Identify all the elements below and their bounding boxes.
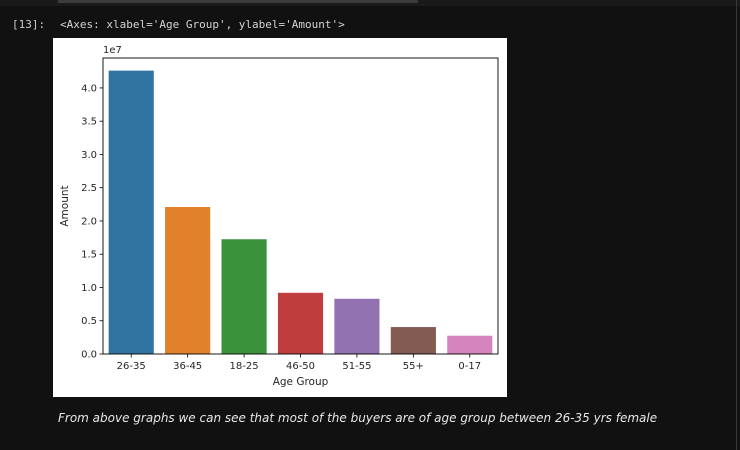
bar-chart-svg: 0.0 0.5 1.0 1.5 2.0 2.5 3.0 3.5 4.0 26-35 36-45 18… bbox=[59, 45, 499, 388]
bar-chart-figure: 0.0 0.5 1.0 1.5 2.0 2.5 3.0 3.5 4.0 26-35 36-45 18… bbox=[53, 38, 507, 397]
x-tick-label: 51-55 bbox=[342, 361, 371, 372]
y-axis-label: Amount bbox=[59, 185, 71, 226]
x-tick-label: 18-25 bbox=[230, 361, 259, 372]
axes-frame bbox=[102, 57, 499, 355]
y-tick-label: 3.0 bbox=[81, 150, 97, 161]
y-ticks-group: 0.0 0.5 1.0 1.5 2.0 2.5 3.0 3.5 4.0 bbox=[81, 83, 103, 361]
bar-0-17 bbox=[447, 335, 493, 354]
bar-51-55 bbox=[334, 298, 380, 354]
bar-26-35 bbox=[108, 70, 154, 355]
cell-output-repr: <Axes: xlabel='Age Group', ylabel='Amoun… bbox=[60, 18, 345, 31]
y-tick-label: 2.0 bbox=[81, 216, 97, 227]
y-tick-label: 1.0 bbox=[81, 283, 97, 294]
x-ticks-group: 26-35 36-45 18-25 46-50 51-55 55+ 0-17 bbox=[117, 354, 481, 372]
bar-18-25 bbox=[221, 239, 267, 354]
bar-36-45 bbox=[165, 206, 211, 354]
y-offset-label: 1e7 bbox=[103, 45, 122, 56]
y-tick-label: 1.5 bbox=[81, 250, 97, 261]
bar-55+ bbox=[390, 327, 436, 354]
x-tick-label: 26-35 bbox=[117, 361, 146, 372]
previous-cell-code-line bbox=[58, 0, 418, 3]
bar-46-50 bbox=[277, 292, 324, 354]
bars-group bbox=[108, 70, 493, 355]
x-tick-label: 46-50 bbox=[286, 361, 315, 372]
markdown-conclusion-text: From above graphs we can see that most o… bbox=[58, 411, 658, 425]
x-axis-label: Age Group bbox=[273, 376, 329, 388]
scrollbar-track[interactable] bbox=[736, 0, 737, 450]
y-tick-label: 0.0 bbox=[81, 350, 97, 361]
x-tick-label: 36-45 bbox=[173, 361, 202, 372]
cell-execution-count: [13]: bbox=[12, 18, 46, 31]
y-tick-label: 2.5 bbox=[81, 183, 97, 194]
x-tick-label: 55+ bbox=[403, 361, 424, 372]
y-tick-label: 4.0 bbox=[81, 83, 97, 94]
previous-cell-strip bbox=[0, 0, 740, 6]
y-tick-label: 3.5 bbox=[81, 117, 97, 128]
y-tick-label: 0.5 bbox=[81, 316, 97, 327]
x-tick-label: 0-17 bbox=[458, 361, 481, 372]
